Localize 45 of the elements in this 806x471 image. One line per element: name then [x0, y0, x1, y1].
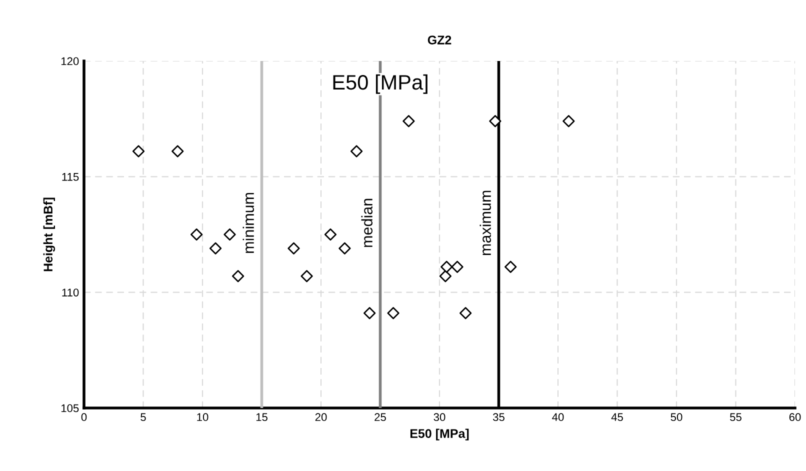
point [190, 228, 203, 241]
x-tick-label: 0 [81, 413, 87, 422]
x-tick-label: 50 [670, 413, 682, 422]
y-tick-label: 110 [62, 288, 79, 296]
point [451, 260, 464, 273]
x-tick-label: 15 [256, 413, 268, 422]
point [489, 115, 502, 128]
point [387, 307, 400, 320]
point [338, 242, 351, 254]
point [324, 228, 337, 241]
point [209, 242, 222, 254]
ref-line-label: minimum [242, 192, 254, 253]
point [402, 115, 415, 128]
point [172, 145, 184, 158]
point [459, 307, 472, 320]
x-axis-title: E50 [MPa] [410, 428, 469, 440]
ref-line-label: maximum [480, 190, 491, 256]
point [440, 260, 453, 273]
x-tick-label: 40 [552, 413, 564, 422]
y-axis-title: Height [mBf] [43, 198, 56, 272]
x-tick-label: 55 [730, 413, 742, 422]
y-tick-label: 120 [61, 57, 79, 66]
y-tick-label: 115 [62, 173, 79, 181]
annotation: E50 [MPa] [333, 74, 428, 94]
point [300, 270, 313, 282]
point [439, 270, 452, 282]
x-tick-label: 10 [197, 413, 208, 422]
point [232, 270, 244, 282]
x-tick-label: 20 [315, 413, 327, 422]
x-tick-label: 45 [611, 413, 623, 422]
ref-line-label: median [361, 198, 372, 247]
x-tick-label: 5 [140, 413, 146, 422]
chart-title: GZ2 [428, 36, 452, 44]
point [288, 242, 300, 254]
point [504, 260, 517, 273]
point [132, 145, 145, 158]
x-tick-label: 60 [789, 413, 801, 422]
x-tick-label: 35 [492, 413, 504, 422]
x-tick-label: 25 [374, 413, 386, 422]
point [350, 145, 363, 158]
point [224, 228, 236, 241]
point [364, 307, 376, 320]
y-tick-label: 105 [61, 404, 79, 412]
x-tick-label: 30 [434, 413, 446, 422]
point [562, 115, 575, 128]
